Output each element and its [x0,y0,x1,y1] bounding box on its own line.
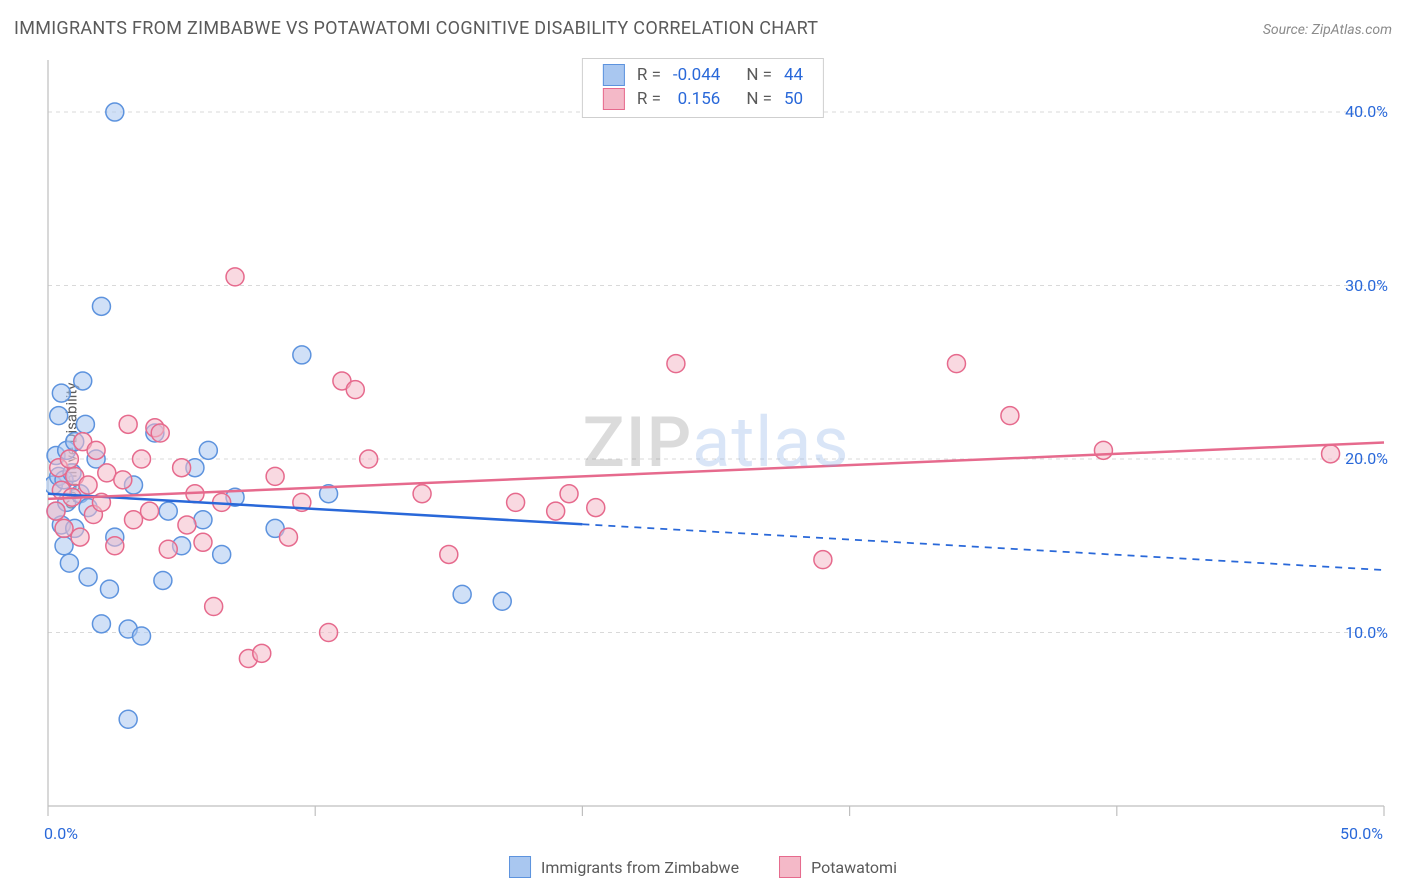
r-label: R = [631,63,667,87]
chart-plot-area: ZIPatlas [46,58,1386,828]
r-value-potawatomi: 0.156 [667,87,726,111]
n-label: N = [740,63,778,87]
source-prefix: Source: [1263,22,1312,38]
r-label: R = [631,87,667,111]
scatter-chart-svg [46,58,1386,828]
source-attribution: Source: ZipAtlas.com [1263,22,1392,38]
y-tick-label: 20.0% [1345,449,1388,468]
correlation-legend: R = -0.044 N = 44 R = 0.156 N = 50 [582,58,824,118]
legend-label-zimbabwe: Immigrants from Zimbabwe [541,858,739,877]
y-tick-label: 10.0% [1345,623,1388,642]
legend-row-potawatomi: R = 0.156 N = 50 [597,87,809,111]
n-label: N = [740,87,778,111]
legend-swatch-zimbabwe [509,856,531,878]
x-tick-label: 0.0% [44,824,78,843]
y-tick-label: 30.0% [1345,276,1388,295]
chart-title: IMMIGRANTS FROM ZIMBABWE VS POTAWATOMI C… [14,18,818,39]
x-tick-label: 50.0% [1340,824,1383,843]
r-value-zimbabwe: -0.044 [667,63,726,87]
legend-row-zimbabwe: R = -0.044 N = 44 [597,63,809,87]
series-legend: Immigrants from Zimbabwe Potawatomi [509,856,897,878]
n-value-zimbabwe: 44 [778,63,809,87]
legend-swatch-potawatomi [779,856,801,878]
legend-swatch-zimbabwe [603,64,625,86]
legend-item-zimbabwe: Immigrants from Zimbabwe [509,856,739,878]
title-bar: IMMIGRANTS FROM ZIMBABWE VS POTAWATOMI C… [14,18,1392,39]
source-link[interactable]: ZipAtlas.com [1312,22,1392,38]
n-value-potawatomi: 50 [778,87,809,111]
legend-label-potawatomi: Potawatomi [811,858,897,877]
y-tick-label: 40.0% [1345,102,1388,121]
legend-item-potawatomi: Potawatomi [779,856,897,878]
legend-swatch-potawatomi [603,88,625,110]
